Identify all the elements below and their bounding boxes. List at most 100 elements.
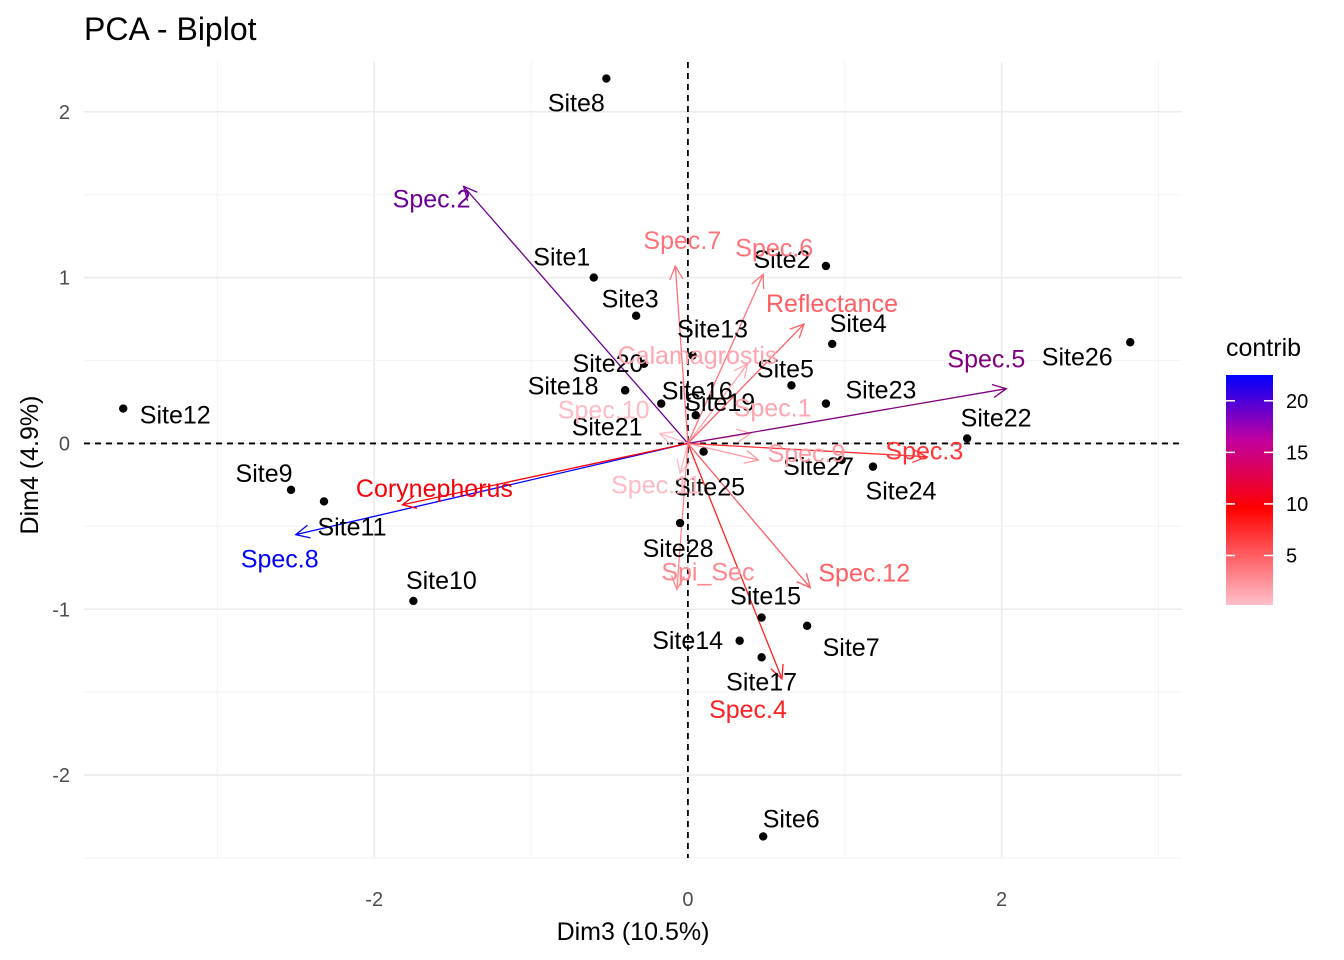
site-label: Site13 xyxy=(677,316,748,344)
site-point xyxy=(1126,338,1135,347)
site-label: Site7 xyxy=(823,634,880,662)
variable-arrow xyxy=(687,442,812,589)
arrow-shaft xyxy=(687,442,759,461)
legend-ticks: 5 10 15 20 xyxy=(1226,391,1308,567)
site-points xyxy=(119,74,1135,841)
y-tick-label: 2 xyxy=(59,102,70,124)
site-point xyxy=(787,381,796,390)
arrow-shaft xyxy=(674,265,689,444)
site-label: Site19 xyxy=(684,389,755,417)
site-label: Site22 xyxy=(961,404,1032,432)
arrow-shaft xyxy=(687,274,764,444)
site-label: Site27 xyxy=(783,453,854,481)
variable-arrow xyxy=(687,272,765,444)
arrow-head xyxy=(796,573,812,589)
site-label: Site3 xyxy=(602,286,659,314)
site-label: Site6 xyxy=(763,805,820,833)
site-label: Site5 xyxy=(757,355,814,383)
arrow-shaft xyxy=(687,443,783,680)
variable-arrows xyxy=(294,185,1008,681)
x-axis-ticks: -2 0 2 xyxy=(365,889,1007,911)
site-label: Site20 xyxy=(573,350,644,378)
variable-label: Reflectance xyxy=(766,290,898,318)
variable-label: Spec.8 xyxy=(241,546,319,574)
arrow-head xyxy=(733,362,749,379)
site-label: Site9 xyxy=(236,460,293,488)
arrow-shaft xyxy=(679,443,689,474)
variable-labels: Spec.1 Spec.2 Spec.3 Spec.4 Spec.5 Spec.6 Spec… xyxy=(241,185,1025,724)
arrow-head xyxy=(770,663,784,681)
site-label: Site24 xyxy=(866,478,937,506)
legend-tick-label: 10 xyxy=(1286,494,1308,516)
variable-arrow xyxy=(687,443,784,681)
variable-label: Spec.7 xyxy=(643,227,721,255)
variable-label: Spec.2 xyxy=(393,185,471,213)
y-axis-title: Dim4 (4.9%) xyxy=(16,396,44,535)
y-tick-label: 1 xyxy=(59,268,70,290)
site-label: Site18 xyxy=(528,372,599,400)
legend-colorbar xyxy=(1226,375,1273,605)
legend-tick-label: 15 xyxy=(1286,442,1308,464)
arrow-shaft xyxy=(687,363,749,444)
arrow-head xyxy=(912,448,928,464)
arrow-shaft xyxy=(463,185,689,444)
y-tick-label: -1 xyxy=(52,599,70,621)
site-point xyxy=(757,653,766,662)
chart-title: PCA - Biplot xyxy=(84,11,257,47)
variable-arrow xyxy=(687,442,928,464)
variable-label: Spec.12 xyxy=(818,560,910,588)
arrow-head xyxy=(736,428,753,443)
variable-label: Spec.4 xyxy=(709,696,787,724)
site-label: Site23 xyxy=(845,377,916,405)
site-point xyxy=(688,351,697,360)
site-point xyxy=(409,596,418,606)
site-point xyxy=(675,518,685,528)
site-label: Site16 xyxy=(662,378,733,406)
arrow-shaft xyxy=(687,323,805,444)
site-point xyxy=(837,455,846,465)
variable-label: Spec.3 xyxy=(885,438,963,466)
variable-arrow xyxy=(687,442,760,464)
arrow-shaft xyxy=(659,432,689,445)
site-point xyxy=(828,339,837,349)
site-point xyxy=(699,447,708,456)
site-point xyxy=(757,613,766,622)
legend-title: contrib xyxy=(1226,334,1301,362)
site-point xyxy=(735,636,744,645)
site-point xyxy=(962,434,972,443)
site-label: Site15 xyxy=(730,583,801,611)
variable-label: Spec.9 xyxy=(768,440,846,468)
arrow-head xyxy=(751,272,765,290)
site-point xyxy=(868,462,878,471)
site-point xyxy=(119,404,128,413)
site-point xyxy=(758,832,768,841)
site-label: Site1 xyxy=(533,244,590,272)
site-labels: Site1 Site2 Site3 Site4 Site5 Site6 Site7 Site8… xyxy=(140,90,1113,834)
arrow-head xyxy=(670,575,686,591)
site-label: Site10 xyxy=(406,567,477,595)
reference-lines xyxy=(84,62,1182,858)
variable-label: Spi_Sec xyxy=(661,558,754,586)
arrow-head xyxy=(294,524,311,539)
y-tick-label: -2 xyxy=(52,765,70,787)
site-point xyxy=(631,311,641,320)
x-axis-title: Dim3 (10.5%) xyxy=(557,918,710,946)
site-point xyxy=(589,273,598,282)
site-label: Site8 xyxy=(548,90,605,118)
variable-label: Corynephorus xyxy=(356,475,513,503)
arrow-head xyxy=(743,450,760,464)
arrow-head xyxy=(658,431,675,445)
arrow-head xyxy=(462,185,478,202)
arrow-shaft xyxy=(687,442,927,458)
variable-label: Calamagrostis xyxy=(618,342,778,370)
variable-label: Spec.1 xyxy=(734,394,812,422)
variable-arrow xyxy=(687,322,806,444)
site-point xyxy=(821,261,831,271)
y-axis-ticks: -2 -1 0 1 2 xyxy=(52,102,70,787)
site-point xyxy=(286,485,296,495)
x-tick-label: 2 xyxy=(996,889,1007,911)
site-point xyxy=(657,399,666,408)
x-tick-label: -2 xyxy=(365,889,383,911)
legend-tick-label: 5 xyxy=(1286,545,1297,567)
